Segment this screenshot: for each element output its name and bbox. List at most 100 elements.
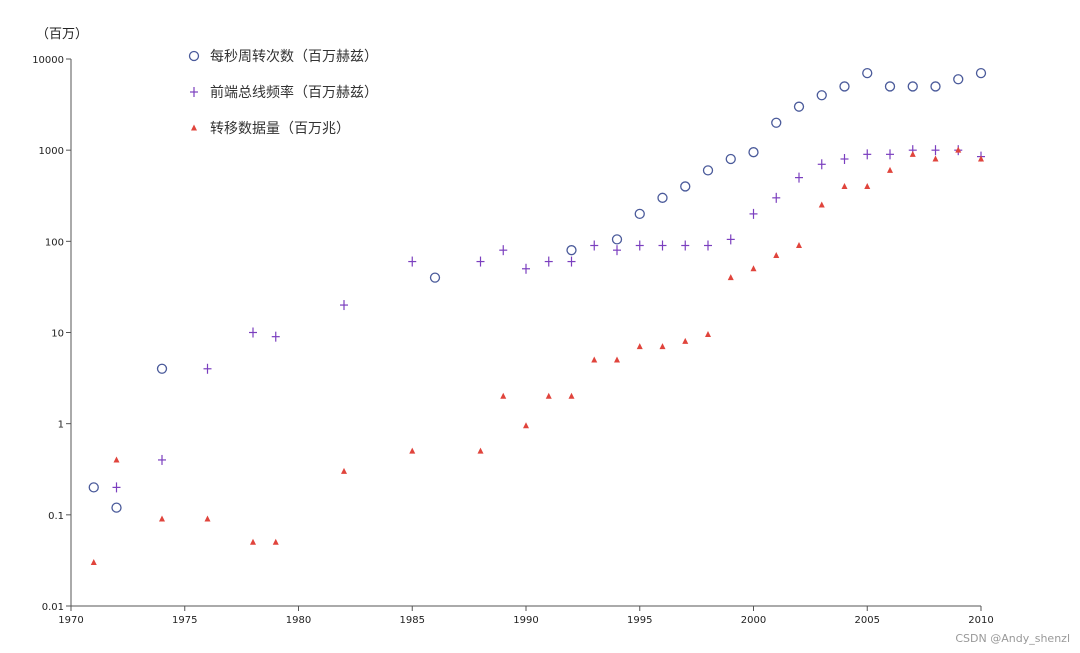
data-point-series-3 xyxy=(841,182,848,189)
data-point-series-2 xyxy=(840,154,849,165)
y-axis-unit-label: （百万） xyxy=(36,27,88,42)
data-point-series-2 xyxy=(112,482,121,493)
data-point-series-1 xyxy=(839,81,850,92)
data-point-series-3 xyxy=(659,343,666,350)
y-tick-label: 0.01 xyxy=(42,602,64,613)
data-point-series-1 xyxy=(566,245,577,256)
x-tick-label: 1990 xyxy=(513,615,538,626)
data-point-series-2 xyxy=(340,300,348,311)
legend-label-series-1: 每秒周转次数（百万赫兹） xyxy=(210,49,378,65)
data-point-series-2 xyxy=(567,256,576,267)
data-point-series-2 xyxy=(408,256,417,267)
x-tick-label: 2010 xyxy=(968,615,993,626)
data-point-series-3 xyxy=(545,392,552,399)
legend-marker-series-1 xyxy=(188,50,200,62)
data-point-series-2 xyxy=(499,245,508,256)
data-point-series-3 xyxy=(887,166,893,173)
data-point-series-3 xyxy=(614,356,620,363)
x-tick-label: 2000 xyxy=(741,615,766,626)
legend-marker-series-3 xyxy=(191,124,197,131)
data-point-series-2 xyxy=(590,240,599,251)
data-point-series-2 xyxy=(544,256,553,267)
x-tick-label: 1980 xyxy=(286,615,311,626)
data-point-series-2 xyxy=(772,192,781,203)
data-point-series-1 xyxy=(725,153,736,165)
data-point-series-3 xyxy=(341,467,347,474)
data-point-series-1 xyxy=(611,234,623,245)
data-point-series-3 xyxy=(909,150,916,157)
x-tick-label: 1995 xyxy=(627,615,652,626)
data-point-series-1 xyxy=(953,74,964,85)
data-point-series-1 xyxy=(88,482,99,493)
data-point-series-2 xyxy=(271,331,280,342)
y-tick-label: 1000 xyxy=(39,146,64,157)
watermark: CSDN @Andy_shenzl xyxy=(955,632,1070,645)
data-point-series-3 xyxy=(204,515,211,522)
data-point-series-3 xyxy=(568,392,575,399)
data-point-series-3 xyxy=(773,251,780,258)
data-point-series-3 xyxy=(796,242,802,249)
data-point-series-3 xyxy=(90,559,97,566)
data-point-series-3 xyxy=(523,422,529,429)
data-point-series-2 xyxy=(704,240,712,251)
data-point-series-2 xyxy=(726,234,735,245)
data-point-series-3 xyxy=(591,356,598,363)
data-point-series-3 xyxy=(113,456,120,463)
data-point-series-2 xyxy=(931,145,940,156)
y-tick-label: 10000 xyxy=(32,55,64,66)
data-point-series-3 xyxy=(500,392,507,399)
data-point-series-1 xyxy=(816,90,827,101)
data-point-series-2 xyxy=(635,240,644,251)
data-point-series-2 xyxy=(817,159,826,170)
data-point-series-2 xyxy=(158,454,166,465)
data-point-series-1 xyxy=(634,208,645,220)
data-point-series-1 xyxy=(429,272,441,283)
data-point-series-1 xyxy=(748,147,759,158)
data-point-series-2 xyxy=(886,149,894,160)
data-point-series-3 xyxy=(636,343,643,350)
data-point-series-2 xyxy=(863,149,872,160)
data-point-series-2 xyxy=(249,327,257,338)
data-point-series-2 xyxy=(681,240,690,251)
data-point-series-3 xyxy=(818,201,825,208)
data-point-series-1 xyxy=(680,181,691,192)
data-point-series-3 xyxy=(250,538,256,545)
data-point-series-1 xyxy=(793,101,805,112)
y-tick-label: 100 xyxy=(45,237,64,248)
data-point-series-3 xyxy=(727,274,734,281)
x-tick-label: 1975 xyxy=(172,615,197,626)
data-point-series-1 xyxy=(907,81,918,92)
data-point-series-2 xyxy=(795,172,803,183)
data-point-series-3 xyxy=(978,155,984,162)
data-point-series-3 xyxy=(409,447,416,454)
legend-marker-series-2 xyxy=(190,87,198,97)
data-point-series-3 xyxy=(705,331,711,338)
x-tick-label: 2005 xyxy=(855,615,880,626)
legend-label-series-3: 转移数据量（百万兆） xyxy=(210,121,350,137)
y-tick-label: 0.1 xyxy=(48,511,64,522)
x-tick-label: 1970 xyxy=(58,615,83,626)
data-point-series-1 xyxy=(156,363,168,374)
data-point-series-1 xyxy=(884,81,896,92)
data-point-series-1 xyxy=(702,165,714,176)
data-point-series-3 xyxy=(750,265,757,272)
data-point-series-2 xyxy=(203,363,212,374)
data-point-series-1 xyxy=(975,67,987,79)
x-tick-label: 1985 xyxy=(400,615,425,626)
data-point-series-2 xyxy=(522,263,530,274)
data-point-series-2 xyxy=(658,240,667,251)
data-point-series-3 xyxy=(682,337,689,344)
data-point-series-2 xyxy=(749,208,758,219)
data-point-series-3 xyxy=(955,146,962,153)
data-point-series-3 xyxy=(159,515,165,522)
y-tick-label: 10 xyxy=(51,329,64,340)
data-point-series-1 xyxy=(111,502,122,513)
data-point-series-2 xyxy=(476,256,485,267)
data-point-series-3 xyxy=(477,447,484,454)
data-point-series-3 xyxy=(272,538,279,545)
data-point-series-1 xyxy=(930,81,941,92)
legend-label-series-2: 前端总线频率（百万赫兹） xyxy=(210,84,378,101)
data-point-series-2 xyxy=(613,245,621,256)
data-point-series-1 xyxy=(862,67,873,79)
